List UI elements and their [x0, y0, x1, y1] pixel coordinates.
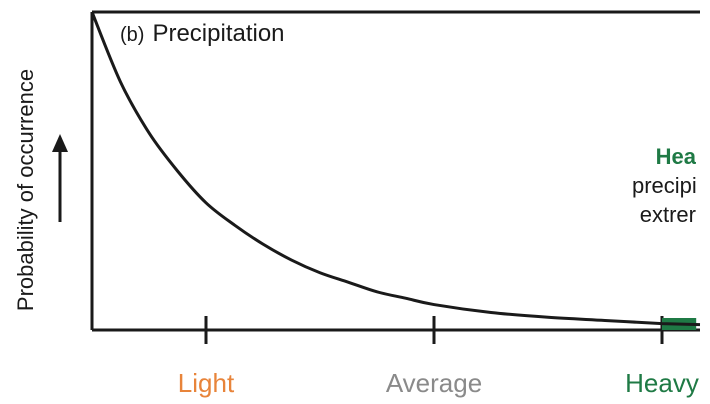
y-arrow-head: [52, 134, 68, 152]
axes: [52, 10, 700, 344]
panel-label: (b): [120, 24, 145, 46]
y-axis-label: Probability of occurrence: [13, 68, 38, 312]
chart-title: (b) Precipitation: [120, 20, 285, 48]
category-label-heavy: Heavy: [625, 368, 699, 398]
annotation-line-1: Hea: [655, 144, 696, 169]
category-label-average: Average: [385, 368, 483, 398]
probability-curve: [90, 11, 701, 327]
annotation-line-2: precipit: [632, 173, 696, 198]
annotation-heavy-extremes: Hea precipit extrer: [632, 142, 696, 229]
annotation-line-3: extrer: [639, 202, 696, 227]
y-axis-label-wrap: Probability of occurrence: [6, 40, 46, 340]
title-text: Precipitation: [152, 20, 285, 47]
category-label-light: Light: [177, 368, 235, 398]
chart-marks: [90, 11, 701, 330]
